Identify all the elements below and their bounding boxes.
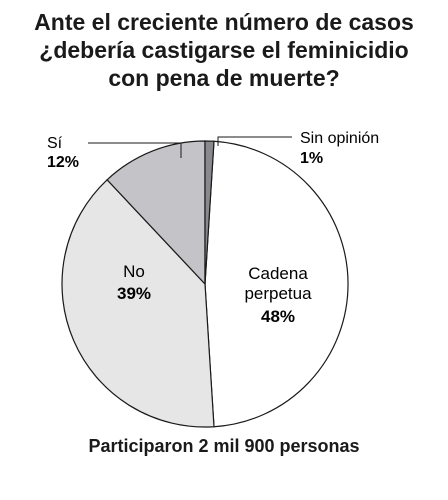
slice-label-cadena-line-1: Cadena [248, 264, 308, 283]
chart-title-line-3: con pena de muerte? [108, 65, 340, 91]
slice-sin-opinion [204, 140, 215, 285]
slice-label-cadena-line-2: perpetua [244, 284, 312, 303]
slice-value-cadena: 48% [261, 307, 295, 326]
slice-si [106, 140, 206, 286]
slice-label-si: Sí [47, 135, 63, 152]
leader-line-sin-opinion [217, 136, 292, 146]
slice-cadena-perpetua [204, 140, 349, 428]
chart-footnote: Participaron 2 mil 900 personas [88, 436, 360, 456]
slice-no [61, 178, 215, 428]
slice-value-no: 39% [117, 284, 151, 303]
slice-label-no: No [123, 262, 145, 281]
slice-value-si: 12% [47, 154, 79, 171]
leader-line-si [88, 142, 182, 158]
slice-label-sin-opinion: Sin opinión [300, 130, 379, 147]
chart-title-line-2: ¿debería castigarse el feminicidio [39, 37, 409, 63]
chart-title-line-1: Ante el creciente número de casos [34, 9, 414, 35]
chart-title: Ante el creciente número de casos ¿deber… [0, 8, 448, 92]
slice-value-sin-opinion: 1% [300, 150, 323, 167]
pie-slices [61, 140, 349, 428]
